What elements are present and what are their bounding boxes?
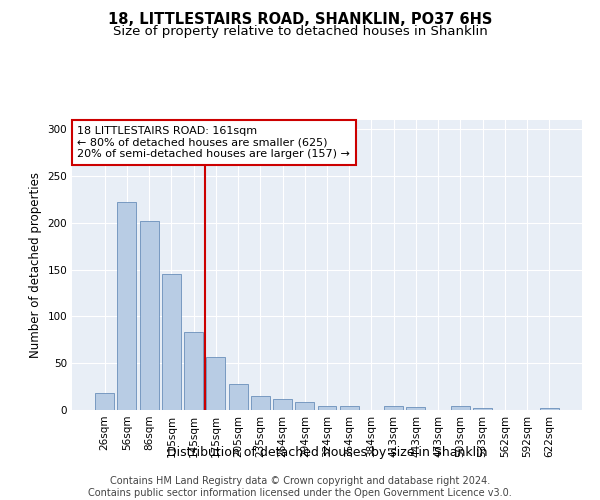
Bar [317, 406, 337, 410]
Bar [406, 407, 425, 410]
Bar [184, 332, 203, 410]
Y-axis label: Number of detached properties: Number of detached properties [29, 172, 42, 358]
Bar [473, 408, 492, 410]
Bar [340, 406, 359, 410]
Bar [206, 356, 225, 410]
Bar [273, 399, 292, 410]
Bar [451, 406, 470, 410]
Bar [229, 384, 248, 410]
Bar [295, 402, 314, 410]
Bar [384, 406, 403, 410]
Bar [162, 274, 181, 410]
Text: Size of property relative to detached houses in Shanklin: Size of property relative to detached ho… [113, 25, 487, 38]
Text: 18, LITTLESTAIRS ROAD, SHANKLIN, PO37 6HS: 18, LITTLESTAIRS ROAD, SHANKLIN, PO37 6H… [108, 12, 492, 28]
Text: Distribution of detached houses by size in Shanklin: Distribution of detached houses by size … [167, 446, 487, 459]
Text: 18 LITTLESTAIRS ROAD: 161sqm
← 80% of detached houses are smaller (625)
20% of s: 18 LITTLESTAIRS ROAD: 161sqm ← 80% of de… [77, 126, 350, 159]
Bar [540, 408, 559, 410]
Bar [140, 221, 158, 410]
Bar [95, 393, 114, 410]
Bar [251, 396, 270, 410]
Text: Contains HM Land Registry data © Crown copyright and database right 2024.
Contai: Contains HM Land Registry data © Crown c… [88, 476, 512, 498]
Bar [118, 202, 136, 410]
